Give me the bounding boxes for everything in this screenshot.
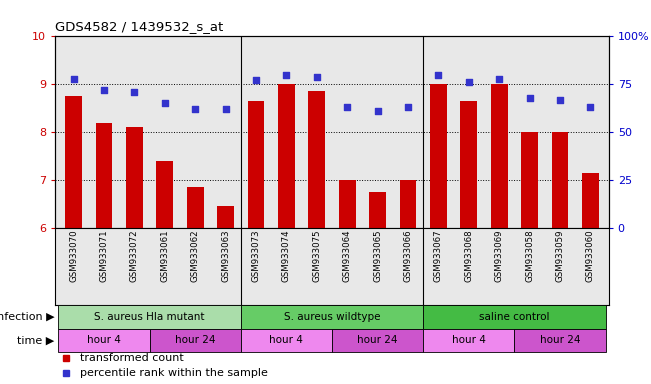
Text: GSM933071: GSM933071 [100,229,109,282]
Bar [217,206,234,228]
Text: hour 4: hour 4 [452,335,486,346]
Text: percentile rank within the sample: percentile rank within the sample [80,368,268,378]
Bar [369,192,386,228]
Text: hour 24: hour 24 [540,335,580,346]
Text: saline control: saline control [479,312,549,322]
Text: GSM933070: GSM933070 [69,229,78,282]
Bar [150,329,241,352]
Bar [309,91,325,228]
Text: GSM933075: GSM933075 [312,229,322,282]
Bar [400,180,417,228]
Text: GSM933069: GSM933069 [495,229,504,282]
Text: GDS4582 / 1439532_s_at: GDS4582 / 1439532_s_at [55,20,223,33]
Point [525,94,535,101]
Bar [582,173,599,228]
Text: transformed count: transformed count [80,353,184,363]
Point [372,108,383,114]
Bar [332,329,423,352]
Text: GSM933058: GSM933058 [525,229,534,282]
Point [159,100,170,106]
Point [281,72,292,78]
Text: GSM933062: GSM933062 [191,229,200,282]
Point [555,96,565,103]
Text: infection ▶: infection ▶ [0,312,55,322]
Bar [156,161,173,228]
Text: GSM933068: GSM933068 [464,229,473,282]
Text: GSM933066: GSM933066 [404,229,413,282]
Point [251,78,261,84]
Bar [460,101,477,228]
Text: hour 4: hour 4 [270,335,303,346]
Bar [241,329,332,352]
Text: hour 4: hour 4 [87,335,121,346]
Bar [65,96,82,228]
Point [99,87,109,93]
Point [585,104,596,110]
Text: GSM933073: GSM933073 [251,229,260,282]
Point [464,79,474,86]
Point [68,76,79,82]
Bar [423,305,605,329]
Bar [278,84,295,228]
Point [129,89,139,95]
Text: GSM933074: GSM933074 [282,229,291,282]
Text: GSM933065: GSM933065 [373,229,382,282]
Text: hour 24: hour 24 [175,335,215,346]
Bar [491,84,508,228]
Point [221,106,231,112]
Text: S. aureus wildtype: S. aureus wildtype [284,312,380,322]
Point [403,104,413,110]
Bar [126,127,143,228]
Text: GSM933063: GSM933063 [221,229,230,282]
Bar [59,305,241,329]
Text: GSM933067: GSM933067 [434,229,443,282]
Bar [430,84,447,228]
Text: GSM933072: GSM933072 [130,229,139,282]
Bar [247,101,264,228]
Point [494,76,505,82]
Text: GSM933064: GSM933064 [342,229,352,282]
Text: time ▶: time ▶ [18,335,55,346]
Bar [551,132,568,228]
Text: GSM933061: GSM933061 [160,229,169,282]
Text: GSM933060: GSM933060 [586,229,595,282]
Bar [96,122,113,228]
Bar [187,187,204,228]
Bar [423,329,514,352]
Point [190,106,201,112]
Bar [521,132,538,228]
Point [433,72,443,78]
Point [342,104,352,110]
Text: GSM933059: GSM933059 [555,229,564,282]
Point [312,74,322,80]
Bar [514,329,605,352]
Text: S. aureus Hla mutant: S. aureus Hla mutant [94,312,205,322]
Text: hour 24: hour 24 [357,335,398,346]
Bar [339,180,355,228]
Bar [59,329,150,352]
Bar [241,305,423,329]
